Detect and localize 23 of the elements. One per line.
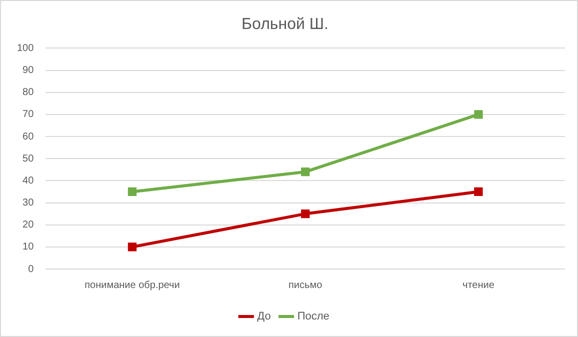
y-tick-label: 10: [22, 242, 34, 253]
point: [128, 242, 137, 252]
x-tick-label: понимание обр.речи: [84, 280, 180, 291]
point: [128, 187, 137, 196]
point: [301, 168, 310, 176]
y-tick-label: 20: [22, 220, 34, 231]
chart-title: Больной Ш.: [242, 16, 328, 34]
y-tick-label: 80: [22, 87, 34, 98]
legend-label: До: [257, 310, 271, 323]
y-tick-label: 50: [22, 153, 34, 164]
y-tick-label: 100: [16, 42, 34, 54]
point: [474, 110, 483, 119]
y-tick-label: 60: [22, 131, 34, 142]
y-tick-label: 40: [22, 175, 34, 186]
x-tick-label: чтение: [462, 280, 495, 291]
point: [474, 187, 483, 196]
y-tick-label: 90: [22, 65, 34, 76]
legend-label: После: [297, 310, 330, 323]
y-tick-label: 70: [22, 109, 34, 120]
point: [301, 209, 310, 218]
y-tick-label: 30: [22, 198, 34, 209]
y-tick-label: 0: [28, 264, 34, 275]
x-tick-label: письмо: [288, 280, 323, 291]
